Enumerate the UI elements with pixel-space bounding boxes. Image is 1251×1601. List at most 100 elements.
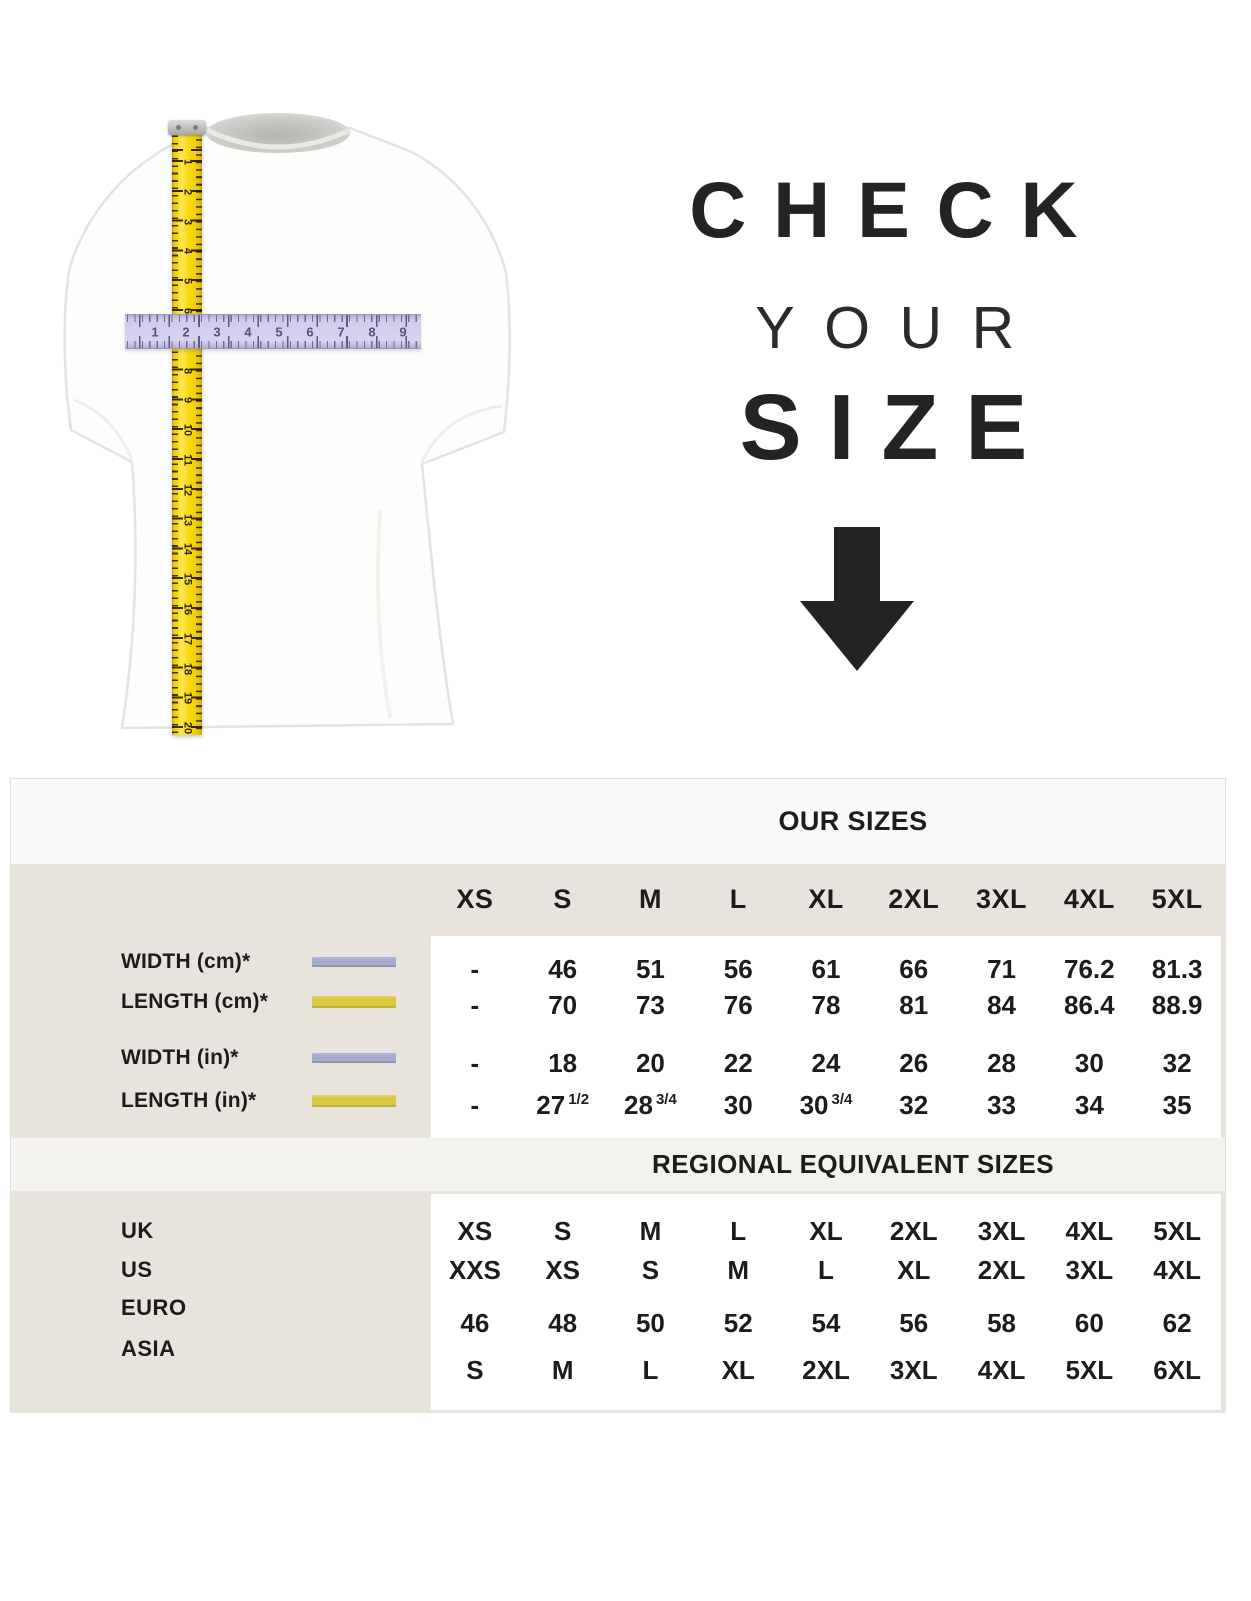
length-in-row: - 27 1/2 28 3/4 30 30 3/4 32 33 34 35 [431,1087,1221,1123]
tape-number: 10 [181,424,194,437]
measure-row-label: WIDTH (in)* [121,1043,431,1073]
tape-number: 15 [181,573,194,586]
size-value-cell: 30 3/4 [799,1089,853,1120]
size-chart-card: OUR SIZES XS S M L XL 2XL 3XL 4XL 5XL -46 51 56 61 6… [10,778,1226,1413]
size-column-header: 2XL [888,883,940,914]
tape-number: 19 [181,692,194,705]
size-column-header: 4XL [1063,883,1115,914]
size-value-cell: 46 [460,1307,490,1338]
fraction-superscript: 1/2 [568,1090,590,1108]
size-value-cell: 34 [1074,1089,1104,1120]
size-value-cell: 86.4 [1064,989,1115,1020]
size-value-cell: 6XL [1153,1354,1201,1385]
region-label: UK [121,1218,154,1243]
tape-number: 12 [181,483,194,496]
size-value-cell: 30 [723,1089,753,1120]
size-value-cell: M [639,1215,662,1246]
size-value-cell: L [730,1215,747,1246]
tshirt-collar-rim [205,127,352,150]
lavender-swatch [312,1053,396,1063]
ruler-number: 6 [306,324,314,339]
size-value-cell: L [818,1254,834,1285]
ruler-number: 3 [213,324,221,339]
tshirt-right-sleeve-crease [420,404,503,463]
headline-your: YOUR [755,295,1044,361]
tape-number: 1 [181,158,194,166]
yellow-swatch [312,996,396,1008]
ruler-number: 9 [399,324,407,339]
tshirt-left-sleeve-crease [73,398,134,461]
size-value-cell: 26 [899,1047,929,1078]
euro-sizes-row: 46 48 50 52 54 56 58 60 62 [431,1305,1221,1341]
size-column-header: S [553,883,572,914]
size-value-cell: 28 3/4 [624,1089,677,1120]
size-value-cell: 28 [987,1047,1016,1078]
size-value-cell: XL [897,1254,931,1285]
size-value-cell: 2XL [977,1254,1026,1285]
tshirt-graphic [63,113,511,730]
size-value-cell: 76.2 [1064,953,1115,984]
ruler-number: 5 [275,324,283,339]
size-value-cell: 60 [1074,1307,1104,1338]
size-column-header: XL [808,883,844,914]
size-value-cell: L [642,1354,659,1385]
size-value-cell: 56 [899,1307,929,1338]
size-column-header: XS [456,883,494,914]
horizontal-ruler: 1 2 3 4 5 6 7 8 9 [125,314,421,349]
size-value-cell: - [470,953,480,984]
size-value-cell: S [553,1215,572,1246]
size-value-cell: 88.9 [1151,989,1203,1020]
ruler-number: 1 [151,324,159,339]
ruler-number: 2 [182,324,190,339]
length-cm-row: - 70 73 76 78 81 84 86.4 88.9 [431,987,1221,1023]
headline-size: SIZE [739,375,1055,479]
ruler-major-ticks [125,336,421,348]
size-value-cell: 4XL [1065,1215,1114,1246]
tape-number: 9 [181,397,194,404]
size-value-cell: 5XL [1153,1215,1201,1246]
size-column-header: L [729,883,747,914]
measure-label: WIDTH (in)* [121,1046,239,1069]
tshirt-measure-diagram: 1234567891011121314151617181920 12345678… [40,100,540,750]
size-value-cell: 62 [1162,1307,1192,1338]
size-value-cell: 18 [548,1047,578,1078]
tape-number: 16 [181,602,194,616]
size-value-cell: - [470,1089,480,1120]
size-value-cell: 22 [723,1047,753,1078]
size-value-cell: 84 [987,989,1016,1020]
size-value-cell: 24 [811,1047,841,1078]
size-value-cell: 3XL [1065,1254,1114,1285]
ruler-number: 4 [244,324,252,339]
size-column-header: M [638,883,662,914]
size-value-cell: 56 [723,953,753,984]
size-value-cell: 81.3 [1151,953,1203,984]
yellow-swatch [312,1095,396,1107]
us-sizes-row: XXS XS S M L XL 2XL 3XL 4XL [431,1252,1221,1288]
measure-label: LENGTH (cm)* [121,990,269,1013]
size-value-cell: 32 [899,1089,929,1120]
size-value-cell: 4XL [1153,1254,1201,1285]
tshirt-body-outline [63,126,511,730]
size-value-cell: XS [545,1254,580,1285]
size-value-cell: 51 [635,953,665,984]
size-value-cell: 81 [899,989,929,1020]
size-column-header: 5XL [1151,883,1203,914]
size-value-cell: 54 [811,1307,841,1338]
size-value-cell: 3XL [977,1215,1026,1246]
tape-number: 5 [181,278,194,285]
down-arrow-stem [834,527,880,601]
width-cm-row: - 46 51 56 61 66 71 76.2 81.3 [431,951,1221,987]
tape-number: 11 [181,454,194,466]
size-value-cell: 2XL [802,1354,850,1385]
size-value-cell: 71 [987,953,1016,984]
tape-number: 13 [181,513,194,526]
size-column-header: 3XL [976,883,1028,914]
size-value-cell: 3XL [889,1354,938,1385]
lavender-swatch [312,957,396,967]
size-value-cell: 30 [1074,1047,1104,1078]
size-value-cell: 78 [811,989,841,1020]
measure-row-label: LENGTH (in)* [121,1086,431,1116]
tape-number: 4 [181,248,194,255]
size-value-cell: 46 [548,953,578,984]
down-arrow-head [800,601,914,671]
